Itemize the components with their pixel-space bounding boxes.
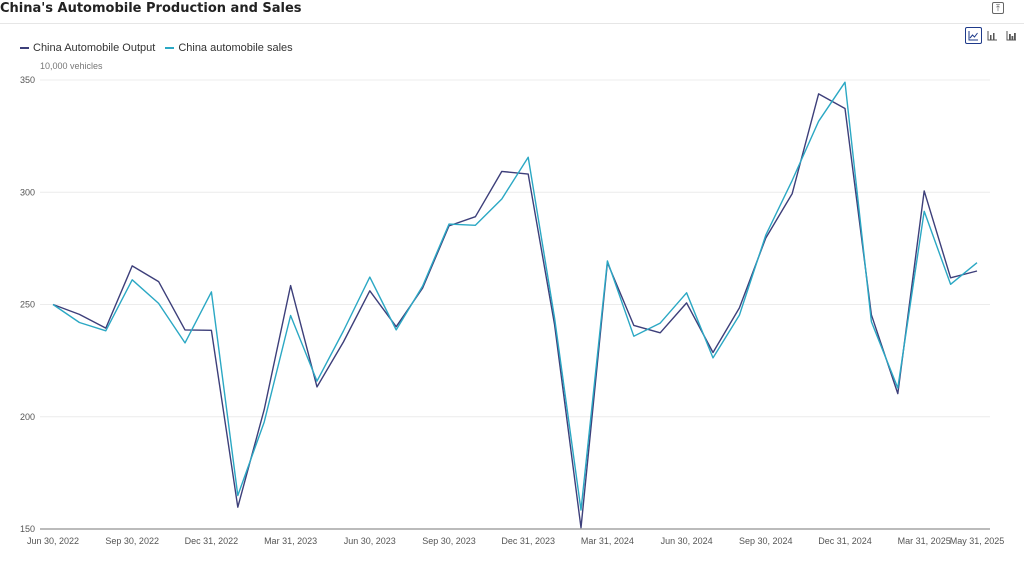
x-tick-label: Mar 31, 2024 [581,536,634,546]
export-icon[interactable]: ⤒ [992,2,1004,14]
x-tick-label: Jun 30, 2022 [27,536,79,546]
x-tick-label: Sep 30, 2024 [739,536,793,546]
series-line-sales[interactable] [52,81,978,511]
chart-type-toolbar [965,27,1020,44]
bar-chart-icon [987,31,997,41]
legend-label-output: China Automobile Output [33,42,156,54]
title-divider [0,23,1024,24]
y-tick-label: 350 [20,75,35,85]
column-chart-button[interactable] [1003,27,1020,44]
x-tick-label: Sep 30, 2023 [422,536,476,546]
x-tick-label: Jun 30, 2024 [661,536,713,546]
y-tick-label: 250 [20,300,35,310]
column-chart-icon [1006,31,1016,41]
x-tick-label: Dec 31, 2022 [185,536,239,546]
legend-item-output[interactable]: China Automobile Output [20,42,155,54]
legend-swatch-sales [165,47,175,49]
x-tick-label: May 31, 2025 [950,536,1005,546]
x-tick-label: Dec 31, 2024 [818,536,872,546]
legend-label-sales: China automobile sales [178,42,293,54]
series-line-output[interactable] [52,93,978,529]
x-tick-label: Mar 31, 2023 [264,536,317,546]
legend-item-sales[interactable]: China automobile sales [165,42,293,54]
chart-legend: China Automobile Output China automobile… [20,42,293,54]
x-tick-label: Jun 30, 2023 [344,536,396,546]
line-chart-button[interactable] [965,27,982,44]
y-tick-label: 300 [20,187,35,197]
axes: 150 200 250 300 350 Jun 30, 2022 Sep 30, 2022 D… [20,75,1004,546]
legend-swatch-output [20,47,29,49]
bar-chart-button[interactable] [984,27,1001,44]
grid-lines [40,79,990,418]
y-axis-unit-label: 10,000 vehicles [40,61,103,71]
series-lines [52,81,978,529]
x-tick-label: Mar 31, 2025 [898,536,951,546]
y-tick-label: 200 [20,412,35,422]
y-tick-label: 150 [20,524,35,534]
x-tick-label: Dec 31, 2023 [501,536,555,546]
line-chart-icon [968,31,978,41]
x-tick-label: Sep 30, 2022 [105,536,159,546]
page-title: China's Automobile Production and Sales [0,1,302,16]
